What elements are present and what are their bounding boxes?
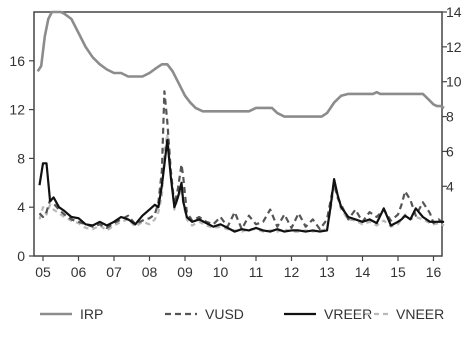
left-tick-label: 12 xyxy=(9,102,25,118)
left-tick-label: 4 xyxy=(17,199,25,215)
series-line-vreer xyxy=(38,139,445,233)
series-line-vneer xyxy=(38,132,445,233)
right-tick-label: 6 xyxy=(446,143,454,159)
right-tick-label: 12 xyxy=(446,39,462,55)
right-tick-label: 10 xyxy=(446,74,462,90)
x-tick-label: 11 xyxy=(249,264,264,280)
right-axis: 4 6 8 10 12 14 xyxy=(442,4,462,194)
series-line-irp xyxy=(36,10,445,118)
x-tick-label: 05 xyxy=(35,264,51,280)
right-tick-label: 14 xyxy=(446,4,462,20)
x-tick-label: 12 xyxy=(284,264,300,280)
left-tick-label: 0 xyxy=(17,248,25,264)
x-tick-label: 15 xyxy=(390,264,406,280)
series-lines xyxy=(36,10,445,233)
x-tick-label: 08 xyxy=(142,264,158,280)
left-tick-label: 8 xyxy=(17,150,25,166)
left-tick-label: 16 xyxy=(9,53,25,69)
legend-label-vneer: VNEER xyxy=(396,306,444,322)
x-tick-label: 16 xyxy=(426,264,442,280)
plot-frame xyxy=(33,11,443,257)
x-tick-label: 06 xyxy=(71,264,87,280)
x-tick-label: 09 xyxy=(177,264,193,280)
legend-label-irp: IRP xyxy=(80,306,103,322)
legend-label-vreer: VREER xyxy=(324,306,372,322)
left-axis: 0 4 8 12 16 xyxy=(9,53,34,264)
x-tick-label: 10 xyxy=(213,264,229,280)
legend: IRP VUSD VREER VNEER xyxy=(40,306,444,322)
x-tick-label: 14 xyxy=(355,264,371,280)
right-tick-label: 4 xyxy=(446,178,454,194)
x-tick-label: 07 xyxy=(106,264,122,280)
x-tick-label: 13 xyxy=(319,264,335,280)
right-tick-label: 8 xyxy=(446,109,454,125)
legend-label-vusd: VUSD xyxy=(205,306,244,322)
x-axis: 05 06 07 08 09 10 11 12 13 14 15 16 xyxy=(35,256,441,280)
